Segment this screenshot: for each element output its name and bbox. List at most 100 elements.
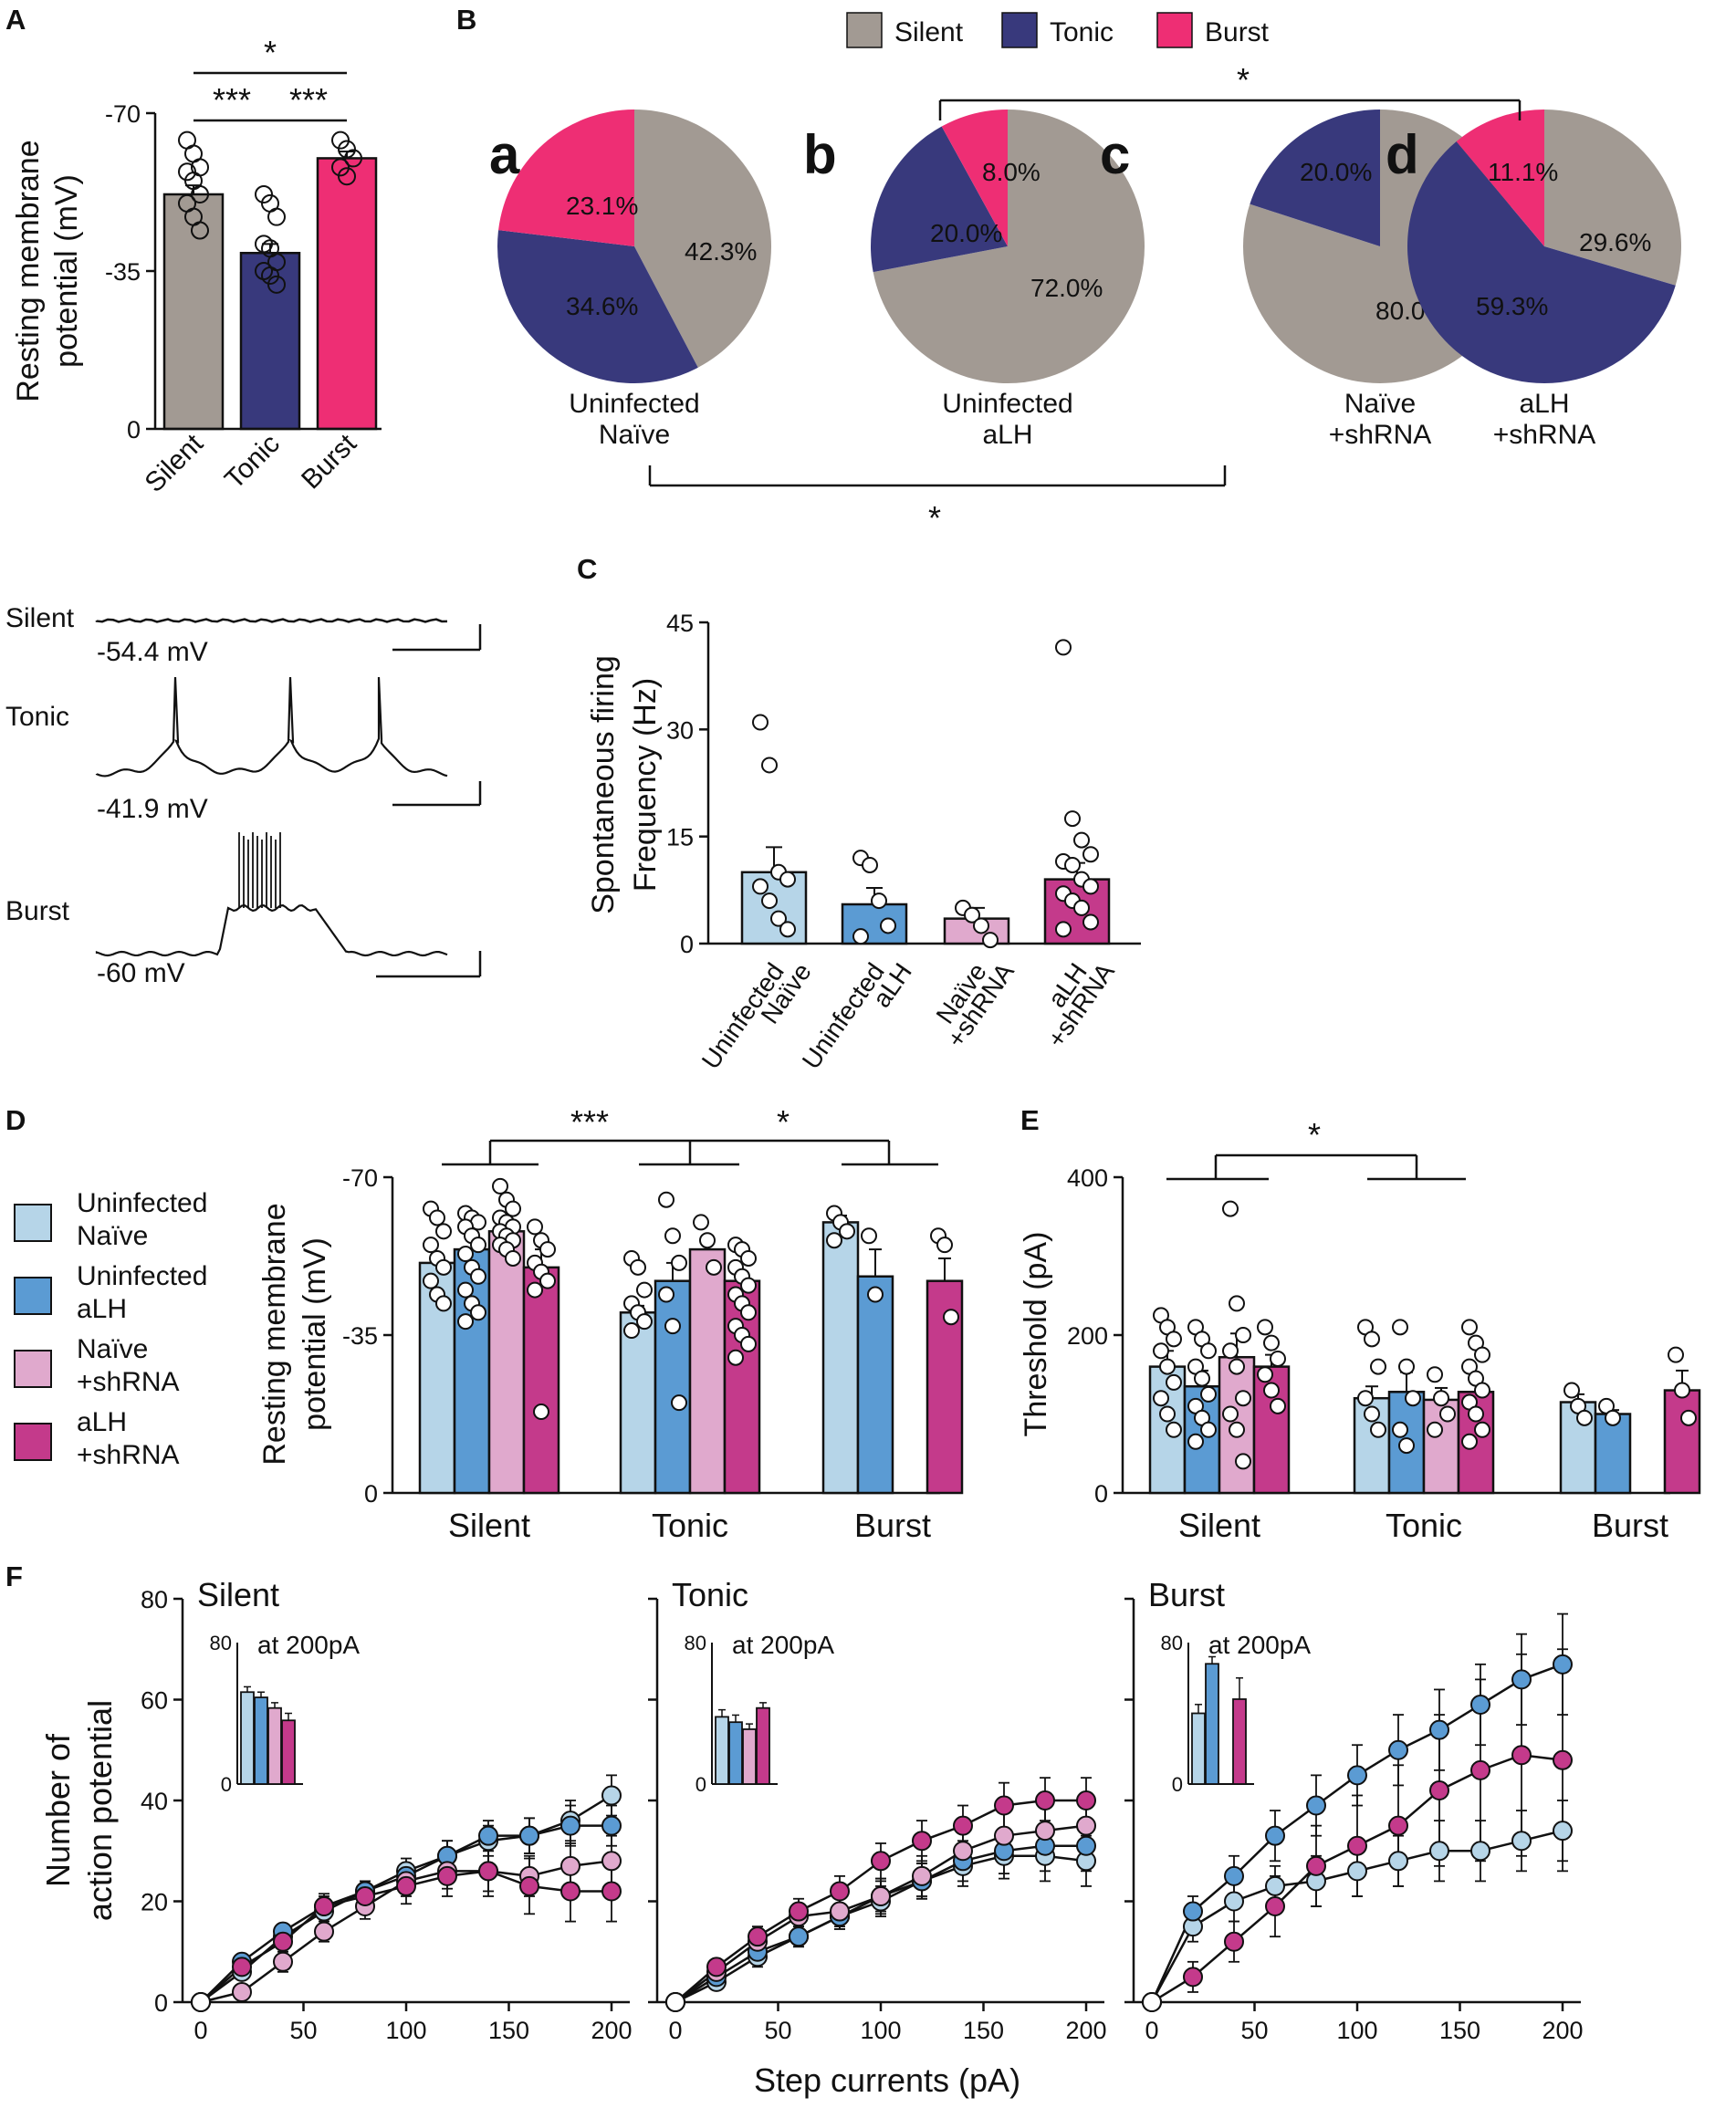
pie-slice-burst	[1456, 110, 1544, 246]
data-point	[943, 1309, 959, 1326]
trace-tonic	[95, 676, 448, 777]
y-tick-label: -70	[342, 1164, 378, 1192]
pie-value-label: 8.0%	[982, 158, 1041, 186]
data-point	[664, 1318, 681, 1335]
data-point	[1224, 1891, 1244, 1912]
data-point	[1270, 1397, 1286, 1414]
trace-label-tonic: Tonic	[5, 702, 69, 732]
data-point	[437, 1865, 457, 1886]
data-point	[867, 1286, 884, 1303]
significance-star: ***	[213, 81, 251, 119]
data-point	[314, 1921, 334, 1942]
data-point	[1470, 1841, 1490, 1862]
data-point	[527, 1218, 543, 1236]
trace-potential-silent: -54.4 mV	[97, 637, 208, 667]
data-point	[1153, 1390, 1169, 1407]
pie-group-label: +shRNA	[1493, 420, 1596, 450]
data-point	[852, 928, 869, 945]
pie-slice-silent	[634, 110, 772, 368]
significance-star: *	[1308, 1116, 1321, 1153]
pie-value-label: 23.1%	[566, 192, 638, 220]
data-point	[1474, 1382, 1490, 1399]
x-tick-label: 150	[488, 2017, 529, 2044]
data-point	[539, 1272, 556, 1289]
data-point	[779, 871, 796, 888]
data-point	[1364, 1405, 1380, 1423]
data-point	[1235, 1390, 1251, 1407]
data-point	[658, 1286, 675, 1303]
data-point	[1166, 1421, 1182, 1438]
data-point	[1265, 1875, 1285, 1896]
data-point	[519, 1825, 539, 1846]
data-point	[1427, 1366, 1443, 1383]
data-point	[539, 1241, 556, 1258]
data-point	[740, 1335, 757, 1352]
data-point	[1392, 1319, 1408, 1336]
data-point	[396, 1875, 416, 1896]
pie-letter: a	[489, 124, 520, 185]
data-point	[752, 714, 769, 731]
data-point	[1433, 1390, 1449, 1407]
data-point	[1398, 1358, 1415, 1375]
data-point	[752, 878, 769, 895]
data-point	[1235, 1453, 1251, 1470]
data-point	[740, 1249, 757, 1267]
data-point	[1461, 1433, 1478, 1450]
data-point	[1257, 1319, 1273, 1336]
bar-group-1	[841, 903, 908, 945]
pie-slice-burst	[498, 110, 634, 246]
inset-bar-3	[1232, 1698, 1247, 1785]
legend-swatch-group	[14, 1204, 52, 1242]
inset-bar-0	[240, 1691, 255, 1785]
trace-silent	[95, 618, 448, 623]
data-point	[1370, 1421, 1386, 1438]
data-point	[1187, 1433, 1204, 1450]
data-point	[1183, 1967, 1203, 1988]
data-point	[1073, 831, 1090, 849]
inset-y-tick-label: 80	[685, 1632, 706, 1654]
bar-tonic-0	[619, 1311, 657, 1495]
data-point	[1064, 810, 1081, 828]
data-point	[1306, 1855, 1326, 1876]
significance-star: ***	[570, 1103, 609, 1141]
data-point	[261, 266, 279, 285]
y-tick-label: 80	[141, 1586, 168, 1613]
y-tick-label: -35	[342, 1322, 378, 1350]
top-legend: Silent Tonic Burst	[846, 12, 1270, 48]
data-point	[1668, 1346, 1684, 1363]
x-tick-label: 0	[668, 2017, 682, 2044]
panel-f-charts: Number of action potential Step currents (…	[39, 1576, 1584, 2099]
inset-bar-0	[1191, 1712, 1206, 1785]
data-point	[331, 158, 350, 177]
data-point	[1257, 1366, 1273, 1383]
data-point	[912, 1865, 932, 1886]
data-point	[423, 1272, 439, 1289]
pie-letter: c	[1100, 124, 1130, 185]
data-point	[1680, 1409, 1697, 1426]
legend-label-group: Naïve	[77, 1221, 148, 1251]
data-point	[1398, 1437, 1415, 1455]
x-tick-label: Burst	[854, 1507, 931, 1544]
data-point	[423, 1237, 439, 1254]
x-tick-label: 0	[193, 2017, 207, 2044]
data-point	[693, 1214, 709, 1231]
data-point	[519, 1875, 539, 1896]
y-tick-label: 0	[154, 1989, 168, 2017]
data-point	[1222, 1200, 1239, 1217]
legend-swatch-group	[14, 1423, 52, 1461]
data-point	[706, 1957, 727, 1978]
pie-group-label: Naïve	[599, 420, 670, 450]
data-point	[601, 1881, 622, 1902]
data-point	[470, 1237, 486, 1254]
data-point	[1388, 1815, 1408, 1836]
data-point	[1357, 1390, 1374, 1407]
data-point	[982, 932, 999, 949]
y-axis-label: Number of	[39, 1733, 77, 1887]
legend-label-burst: Burst	[1205, 17, 1270, 47]
y-tick-label: 400	[1067, 1164, 1108, 1192]
data-point	[761, 757, 778, 774]
panel-title: Burst	[1148, 1576, 1225, 1613]
data-point	[1159, 1405, 1176, 1423]
y-tick-label: -35	[105, 258, 141, 286]
data-point	[1229, 1295, 1245, 1312]
